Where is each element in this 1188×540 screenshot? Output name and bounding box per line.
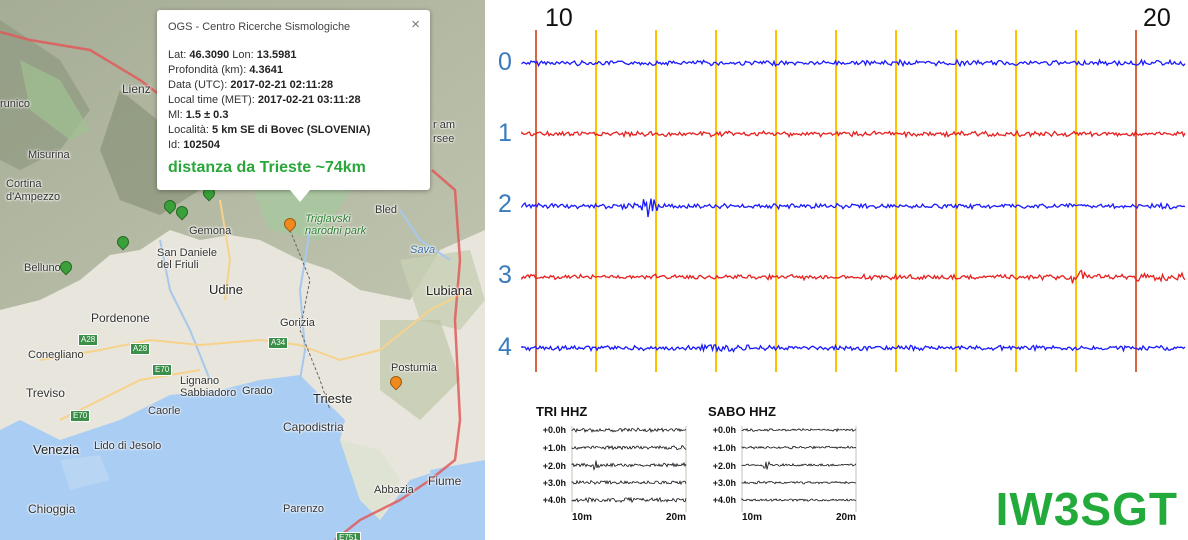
seismic-trace-0 <box>521 58 1186 68</box>
mini-row-label: +1.0h <box>712 443 736 453</box>
channel-label-1: 1 <box>498 119 512 147</box>
popup-locality: Località: 5 km SE di Bovec (SLOVENIA) <box>168 124 371 136</box>
place-postumia: Postumia <box>391 362 437 374</box>
place-caorle: Caorle <box>148 405 181 417</box>
mini-x-tick: 20m <box>836 512 857 523</box>
place-lubiana: Lubiana <box>426 283 473 298</box>
seismic-trace-1 <box>521 129 1186 139</box>
place-fiume: Fiume <box>428 474 462 488</box>
place-lienz: Lienz <box>122 82 151 96</box>
mini-trace <box>571 460 687 471</box>
place-trieste: Trieste <box>313 391 353 406</box>
mini-x-tick: 20m <box>666 512 687 523</box>
mini-plot-tri: TRI HHZ +0.0h +1.0h +2.0h +3.0h +4.0h 10… <box>532 404 692 529</box>
mini-trace <box>571 479 687 486</box>
place-misurina: Misurina <box>28 149 70 161</box>
place-conegliano: Conegliano <box>28 349 84 361</box>
place-grado: Grado <box>242 385 273 397</box>
popup-depth: Profondità (km): 4.3641 <box>168 64 283 76</box>
mini-row-label: +4.0h <box>542 495 566 505</box>
road-e70: E70 <box>152 364 173 376</box>
mini-trace <box>571 496 687 504</box>
popup-latlon: Lat: 46.3090 Lon: 13.5981 <box>168 49 297 61</box>
road-a34: A34 <box>268 337 289 349</box>
channel-label-0: 0 <box>498 48 512 76</box>
place-triglav-park: Triglavski narodni park <box>305 213 367 237</box>
seismic-trace-2 <box>521 198 1186 218</box>
mini-row-label: +1.0h <box>542 443 566 453</box>
place-am-see: r am rsee <box>433 119 455 145</box>
mini-trace <box>571 427 687 434</box>
time-label-10: 10 <box>545 4 573 32</box>
place-brunico: runico <box>0 98 30 110</box>
seismogram-plot <box>521 30 1186 372</box>
place-lignano: Lignano Sabbiadoro <box>180 375 237 399</box>
channel-label-4: 4 <box>498 333 512 361</box>
road-e70-2: E70 <box>70 410 91 422</box>
mini-row-label: +3.0h <box>712 478 736 488</box>
popup-id: Id: 102504 <box>168 139 221 151</box>
road-e751: E751 <box>336 532 361 540</box>
mini-plot-traces <box>741 426 857 512</box>
place-udine: Udine <box>209 282 243 297</box>
popup-local-time: Local time (MET): 2017-02-21 03:11:28 <box>168 94 361 106</box>
callsign-label: IW3SGT <box>995 483 1178 535</box>
road-a28: A28 <box>78 334 99 346</box>
mini-trace <box>741 427 857 433</box>
mini-row-label: +0.0h <box>712 425 736 435</box>
place-pordenone: Pordenone <box>91 311 150 325</box>
map-panel[interactable]: Lienz runico Misurina Cortina d'Ampezzo … <box>0 0 485 540</box>
place-lido-jesolo: Lido di Jesolo <box>94 440 162 452</box>
road-a28-2: A28 <box>130 343 151 355</box>
place-parenzo: Parenzo <box>283 503 324 515</box>
close-icon[interactable]: × <box>411 16 420 33</box>
lat-value: 46.3090 <box>189 49 230 61</box>
mini-plot-title: TRI HHZ <box>536 404 588 419</box>
place-gemona: Gemona <box>189 225 232 237</box>
place-chioggia: Chioggia <box>28 502 76 516</box>
place-venezia: Venezia <box>33 442 80 457</box>
place-gorizia: Gorizia <box>280 317 315 329</box>
place-treviso: Treviso <box>26 386 65 400</box>
mini-trace <box>571 444 687 451</box>
mini-row-label: +4.0h <box>712 495 736 505</box>
mini-trace <box>741 498 857 502</box>
place-abbazia: Abbazia <box>374 484 414 496</box>
mini-plot-sabo: SABO HHZ +0.0h +1.0h +2.0h +3.0h +4.0h 1… <box>702 404 862 529</box>
place-cortina: Cortina d'Ampezzo <box>6 178 61 203</box>
mini-trace <box>741 445 857 450</box>
seismic-trace-3 <box>521 269 1186 284</box>
mini-x-tick: 10m <box>572 512 593 523</box>
mini-plot-title: SABO HHZ <box>708 404 776 419</box>
mini-row-label: +3.0h <box>542 478 566 488</box>
channel-label-3: 3 <box>498 261 512 289</box>
mini-plot-traces <box>571 426 687 512</box>
place-sava: Sava <box>410 244 436 256</box>
mini-x-tick: 10m <box>742 512 763 523</box>
popup-details: Lat: 46.3090 Lon: 13.5981 Profondità (km… <box>168 48 370 153</box>
place-san-daniele: San Daniele del Friuli <box>157 247 217 271</box>
place-belluno: Belluno <box>24 262 61 274</box>
popup-utc: Data (UTC): 2017-02-21 02:11:28 <box>168 79 334 91</box>
mini-row-label: +0.0h <box>542 425 566 435</box>
popup-magnitude: Ml: 1.5 ± 0.3 <box>168 109 229 121</box>
mini-trace <box>741 460 857 470</box>
seismic-trace-4 <box>521 342 1186 353</box>
place-bled: Bled <box>375 204 398 216</box>
time-label-20: 20 <box>1143 4 1171 32</box>
popup-distance: distanza da Trieste ~74km <box>168 159 366 176</box>
popup-title: OGS - Centro Ricerche Sismologiche <box>168 21 351 33</box>
lon-value: 13.5981 <box>256 49 297 61</box>
mini-row-label: +2.0h <box>712 461 736 471</box>
mini-row-label: +2.0h <box>542 461 566 471</box>
place-capodistria: Capodistria <box>283 420 344 434</box>
channel-label-2: 2 <box>498 190 512 218</box>
mini-trace <box>741 480 856 485</box>
event-info-popup: OGS - Centro Ricerche Sismologiche × Lat… <box>157 10 430 202</box>
